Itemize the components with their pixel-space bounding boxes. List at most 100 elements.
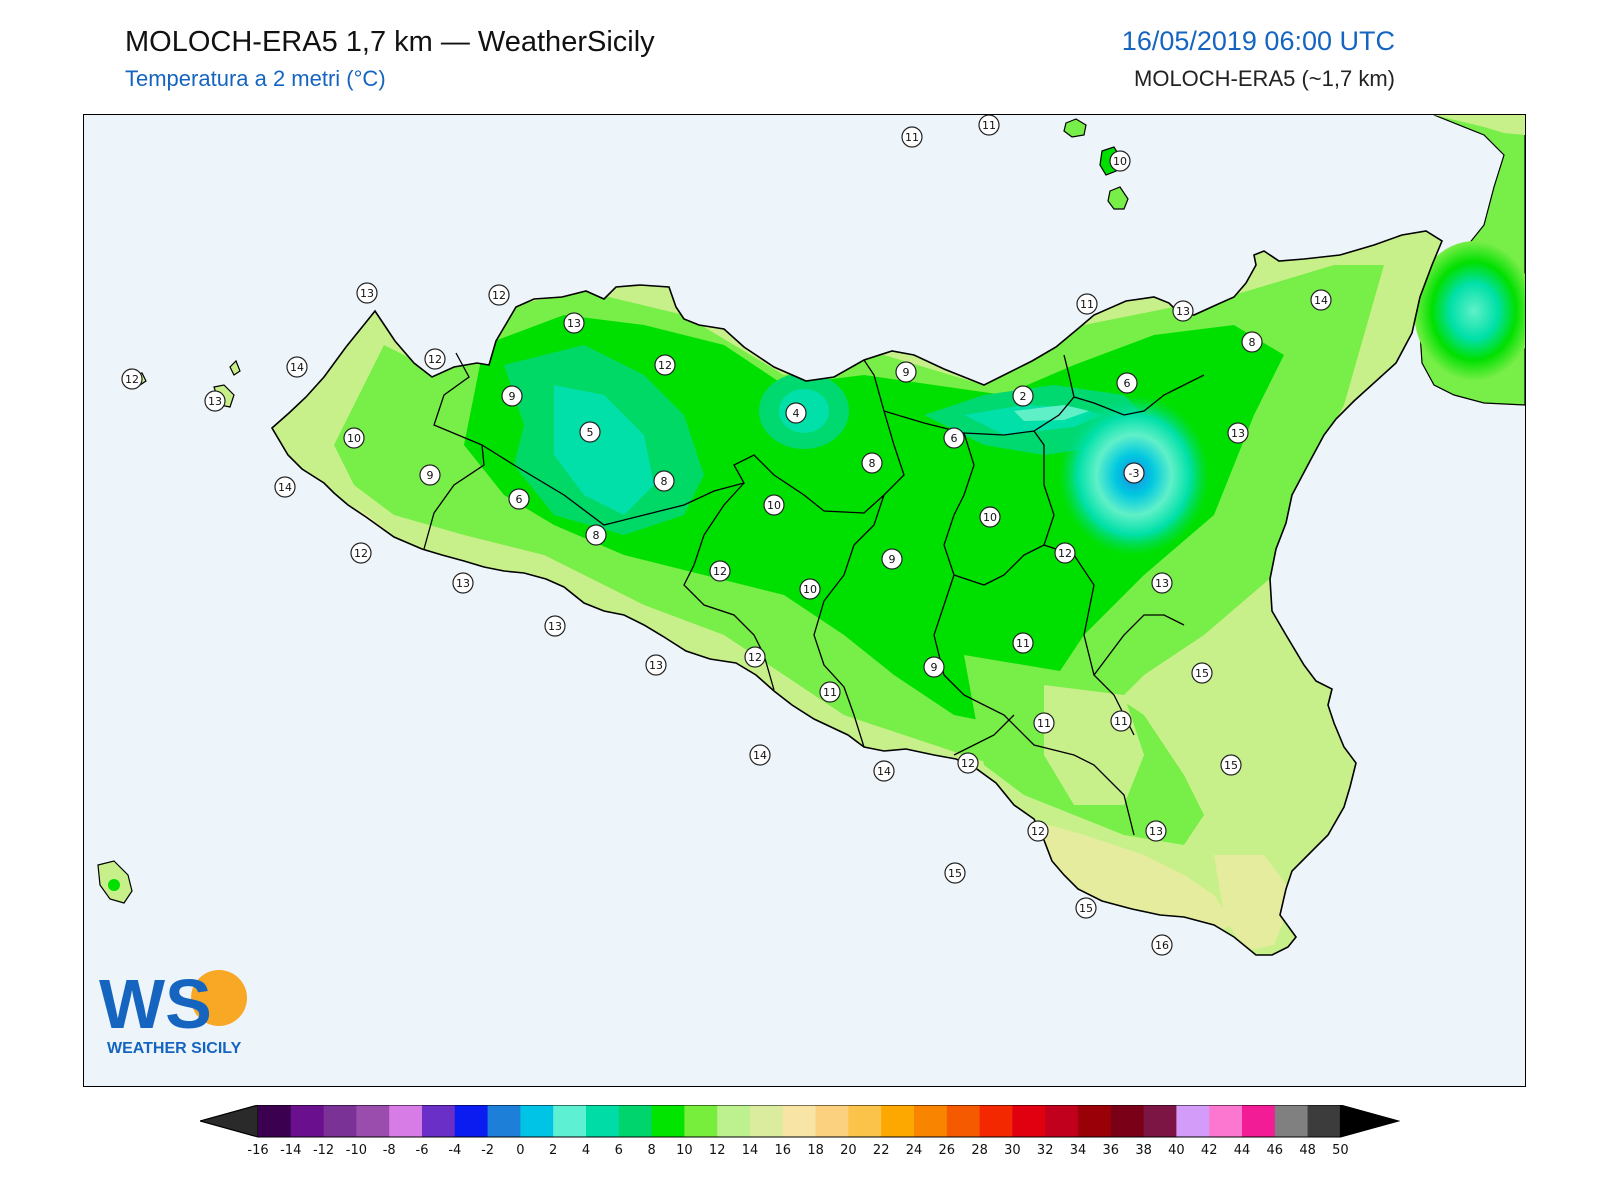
- station-label: 11: [1076, 293, 1098, 315]
- station-label: 4: [785, 402, 807, 424]
- logo-mark: WS: [99, 965, 212, 1043]
- station-label: 13: [563, 312, 585, 334]
- station-label: 9: [923, 656, 945, 678]
- station-value: 12: [125, 373, 139, 386]
- station-label: 6: [943, 427, 965, 449]
- station-value: 13: [1231, 427, 1245, 440]
- station-marker: [873, 760, 895, 782]
- station-label: 12: [744, 646, 766, 668]
- station-label: 13: [1227, 422, 1249, 444]
- colorbar-ticks: -16 -14 -12 -10 -8 -6 -4 -2 0 2 4 6 8 10 12 14 16 18 20 22 2…: [247, 1143, 1348, 1158]
- station-marker: [881, 548, 903, 570]
- station-label: 13: [204, 390, 226, 412]
- map-subtitle: Temperatura a 2 metri (°C): [125, 66, 386, 91]
- temperature-map: 11 11 10 13 12 13 12 14 12 13 9 10 5 9 6 8 8 14 12 13 12 4 8 10…: [83, 114, 1526, 1087]
- station-label: 13: [544, 615, 566, 637]
- station-label: 11: [978, 115, 1000, 136]
- colorbar-tick-label: 20: [840, 1143, 857, 1158]
- colorbar-tick-label: 4: [582, 1143, 590, 1158]
- map-canvas: 11 11 10 13 12 13 12 14 12 13 9 10 5 9 6 8 8 14 12 13 12 4 8 10…: [97, 115, 1525, 1057]
- calabria-warm-coast: [1434, 115, 1525, 135]
- station-value: 8: [869, 457, 876, 470]
- station-marker: [1012, 632, 1034, 654]
- calabria-cold-zone: [1414, 241, 1525, 381]
- colorbar-cell: [323, 1105, 357, 1137]
- colorbar-cell: [1078, 1105, 1112, 1137]
- station-marker: [1116, 372, 1138, 394]
- station-marker: [1123, 462, 1145, 484]
- station-value: 11: [982, 119, 996, 132]
- colorbar-tick-label: -12: [313, 1143, 334, 1158]
- station-label: 15: [1220, 754, 1242, 776]
- station-marker: [895, 361, 917, 383]
- colorbar-tick-label: -16: [247, 1143, 268, 1158]
- colorbar-tick-label: 28: [971, 1143, 988, 1158]
- colorbar-cell: [684, 1105, 718, 1137]
- colorbar-tick-label: 36: [1103, 1143, 1120, 1158]
- station-value: 13: [208, 395, 222, 408]
- station-label: 12: [1054, 542, 1076, 564]
- station-value: 8: [661, 475, 668, 488]
- station-label: 15: [1075, 897, 1097, 919]
- station-marker: [979, 506, 1001, 528]
- colorbar-cells: [200, 1105, 1401, 1138]
- station-marker: [508, 488, 530, 510]
- station-label: -3: [1123, 462, 1145, 484]
- station-value: 15: [1195, 667, 1209, 680]
- logo-text: WEATHER SICILY: [107, 1040, 242, 1057]
- station-value: 12: [713, 565, 727, 578]
- station-label: 10: [979, 506, 1001, 528]
- station-value: 11: [905, 131, 919, 144]
- station-marker: [1310, 289, 1332, 311]
- station-marker: [424, 348, 446, 370]
- station-marker: [653, 470, 675, 492]
- station-label: 14: [274, 476, 296, 498]
- station-value: 11: [1114, 715, 1128, 728]
- station-label: 15: [944, 862, 966, 884]
- station-label: 14: [286, 356, 308, 378]
- station-value: 14: [290, 361, 304, 374]
- station-label: 14: [749, 744, 771, 766]
- colorbar-cell: [1143, 1105, 1177, 1137]
- station-label: 12: [709, 560, 731, 582]
- colorbar-cell: [815, 1105, 849, 1137]
- station-marker: [861, 452, 883, 474]
- station-marker: [544, 615, 566, 637]
- station-value: 10: [767, 499, 781, 512]
- station-value: 13: [360, 287, 374, 300]
- station-marker: [1172, 300, 1194, 322]
- station-value: 10: [803, 583, 817, 596]
- colorbar-tick-label: -4: [448, 1143, 461, 1158]
- colorbar-tick-label: 46: [1267, 1143, 1284, 1158]
- station-value: 12: [961, 757, 975, 770]
- station-label: 9: [419, 464, 441, 486]
- colorbar-tick-label: 42: [1201, 1143, 1218, 1158]
- station-value: 12: [492, 289, 506, 302]
- station-marker: [1145, 820, 1167, 842]
- station-value: 13: [567, 317, 581, 330]
- colorbar-cell: [848, 1105, 882, 1137]
- station-marker: [585, 524, 607, 546]
- station-marker: [579, 421, 601, 443]
- station-value: 14: [278, 481, 292, 494]
- station-value: 4: [793, 407, 800, 420]
- station-marker: [350, 542, 372, 564]
- station-value: 10: [1113, 155, 1127, 168]
- station-value: 15: [1079, 902, 1093, 915]
- station-marker: [563, 312, 585, 334]
- station-label: 13: [645, 654, 667, 676]
- colorbar-tick-label: -2: [481, 1143, 494, 1158]
- station-label: 12: [1027, 820, 1049, 842]
- station-marker: [645, 654, 667, 676]
- station-marker: [501, 385, 523, 407]
- colorbar-cell: [1045, 1105, 1079, 1137]
- sicily-temperature-field: [272, 231, 1442, 955]
- colorbar-tick-label: 24: [906, 1143, 923, 1158]
- colorbar-cell: [1209, 1105, 1243, 1137]
- station-marker: [419, 464, 441, 486]
- colorbar-tick-label: -14: [280, 1143, 301, 1158]
- colorbar-tick-label: 40: [1168, 1143, 1185, 1158]
- station-label: 12: [121, 368, 143, 390]
- station-value: 10: [983, 511, 997, 524]
- station-marker: [1076, 293, 1098, 315]
